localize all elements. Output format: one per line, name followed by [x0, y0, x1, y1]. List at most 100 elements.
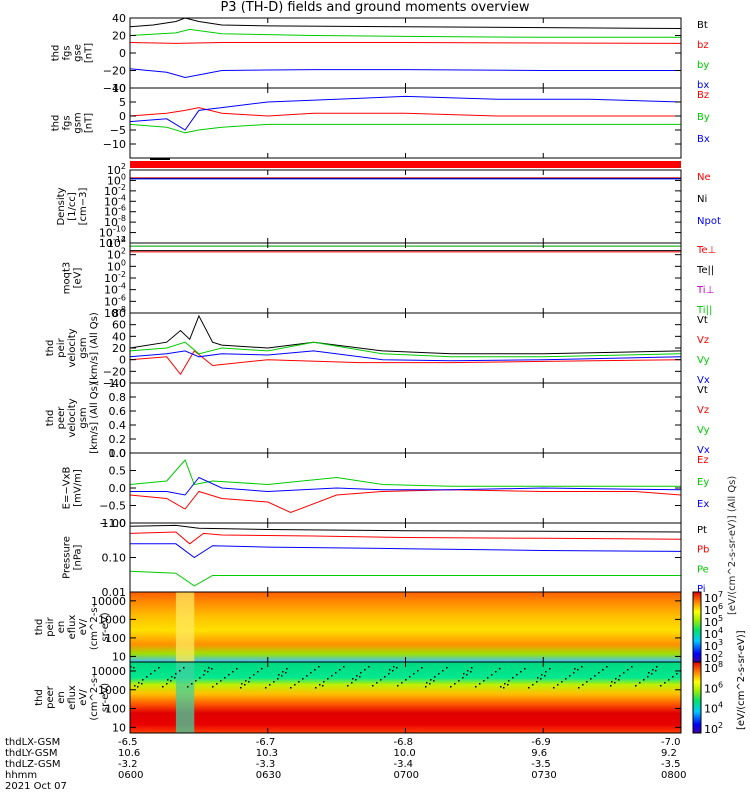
spectrogram-fill-dot [245, 680, 247, 682]
time-axis-row-label: 2021 Oct 07 [5, 781, 67, 792]
y-tick-label: 10-4 [104, 282, 126, 297]
spectrogram-fill-dot [195, 680, 197, 682]
y-tick-label: −20 [103, 365, 126, 378]
spectrogram-fill-dot [577, 669, 579, 671]
spectrogram-fill-dot [664, 682, 666, 684]
spectrogram-fill-dot [602, 669, 604, 671]
panel-frame [129, 169, 682, 244]
spectrogram-fill-dot [212, 686, 214, 688]
y-axis-label-line: Pressure [62, 536, 73, 579]
spectrogram-fill-dot [475, 686, 477, 688]
y-tick-label: 0 [119, 354, 126, 367]
time-axis-value-ly: 10.0 [394, 748, 416, 759]
spectrogram-fill-dot [426, 682, 428, 684]
series-line-Vy [129, 341, 682, 358]
y-axis-label: E=−VxB[mV/m] [62, 467, 84, 510]
spectrogram-fill-dot [232, 671, 234, 673]
y-tick-label: 10-2 [104, 270, 126, 285]
legend-entry-Vy: Vy [697, 355, 710, 366]
spectrogram-fill-dot [507, 684, 509, 686]
spectrogram-fill-dot [352, 678, 354, 680]
y-tick-label: 10-10 [99, 225, 126, 240]
y-axis-label-line: [km/s] (All Qs) [89, 312, 100, 384]
spectrogram-fill-dot [364, 669, 366, 671]
legend-entry-Te⊥: Te⊥ [696, 245, 716, 256]
y-tick-label: −40 [103, 377, 126, 390]
spectrogram-fill-dot [454, 683, 456, 685]
spectrogram-fill-dot [516, 674, 518, 676]
spectrogram-fill-dot [244, 684, 246, 686]
y-axis-label: moqt3[eV] [62, 262, 84, 295]
y-tick-label: 5 [119, 96, 126, 109]
spectrogram-fill-dot [273, 681, 275, 683]
y-axis-label-line: (cm^2-s- [89, 603, 100, 650]
y-axis-label-line: [mV/m] [73, 469, 84, 507]
time-axis-value-hhmm: 0730 [531, 770, 556, 781]
y-axis-label-line: [nPa] [73, 544, 84, 570]
spectrogram-fill-dot [133, 667, 135, 669]
legend-entry-Ni: Ni [697, 194, 707, 205]
y-axis-label-line: [nT] [84, 113, 95, 133]
y-axis-label-line: thd [34, 689, 45, 706]
y-tick-label: 100 [107, 172, 126, 187]
y-axis-label-line: eflux [67, 615, 78, 640]
time-axis-row-label: hhmm [5, 770, 37, 781]
spectrogram-fill-dot [359, 676, 361, 678]
spectrogram-fill-dot [138, 682, 140, 684]
spectrogram-fill-dot [171, 676, 173, 678]
spectrogram-fill-dot [142, 679, 144, 681]
spectrogram-fill-dot [141, 683, 143, 685]
spectrogram-fill-dot [643, 679, 645, 681]
legend-entry-Vy: Vy [697, 425, 710, 436]
spectrogram-fill-dot [327, 678, 329, 680]
y-tick-label: 10 [112, 82, 126, 95]
spectrogram-fill-dot [285, 672, 287, 674]
colorbar-tick-label: 104 [704, 626, 723, 641]
spectrogram-fill-dot [540, 678, 542, 680]
spectrogram-fill-dot [253, 674, 255, 676]
spectrogram-fill-dot [282, 671, 284, 673]
y-tick-label: 20 [112, 30, 126, 43]
time-axis-row-label: thdLY-GSM [5, 748, 57, 759]
y-axis-label-line: fgs [62, 45, 73, 60]
spectrogram-fill-dot [236, 668, 238, 670]
legend-entry-Bz: Bz [697, 90, 709, 101]
spectrogram-fill-dot [532, 684, 534, 686]
legend-entry-Vt: Vt [697, 315, 708, 326]
y-axis-label-line: moqt3 [62, 262, 73, 295]
spectrogram-fill-dot [655, 670, 657, 672]
panel-frame [129, 452, 682, 524]
y-axis-label-line: en [56, 621, 67, 634]
y-tick-label: 104 [107, 235, 126, 250]
spectrogram-fill-dot [388, 673, 390, 675]
spectrogram-fill-dot [660, 685, 662, 687]
spectrogram-fill-dot [503, 687, 505, 689]
panel-peer-velocity: 1.00.80.60.40.20.0thdpeervelocitygsm[km/… [45, 377, 710, 460]
spectrogram-fill-dot [433, 680, 435, 682]
time-axis-row-label: thdLX-GSM [5, 737, 60, 748]
spectrogram-fill-dot [154, 670, 156, 672]
legend-entry-Vz: Vz [697, 405, 709, 416]
colorbar-tick-label: 108 [704, 660, 723, 675]
y-axis-label: Pressure[nPa] [62, 536, 84, 579]
series-line-By [129, 123, 681, 134]
legend-entry-Pb: Pb [697, 545, 709, 556]
spectrogram-fill-dot [240, 687, 242, 689]
spectrogram-fill-dot [598, 672, 600, 674]
spectrogram-fill-dot [389, 669, 391, 671]
spectrogram-fill-dot [396, 667, 398, 669]
y-axis-label-line: gsm [73, 112, 84, 133]
y-axis-label-line: eflux [67, 685, 78, 710]
panel-fgs: 40 20 0 −20 −40 thdfgsgse[nT] Bt bz by bx [51, 12, 710, 95]
spectrogram-fill-dot [639, 682, 641, 684]
y-tick-label: 0.8 [109, 391, 127, 404]
legend-entry-Ez: Ez [697, 455, 709, 466]
legend-entry-Ex: Ex [697, 499, 709, 510]
panel-frame [129, 382, 682, 454]
y-tick-label: 0.01 [102, 586, 127, 599]
spectrogram-fill-dot [430, 679, 432, 681]
spectrogram-fill-dot [137, 686, 139, 688]
y-axis-label-line: en [56, 691, 67, 704]
